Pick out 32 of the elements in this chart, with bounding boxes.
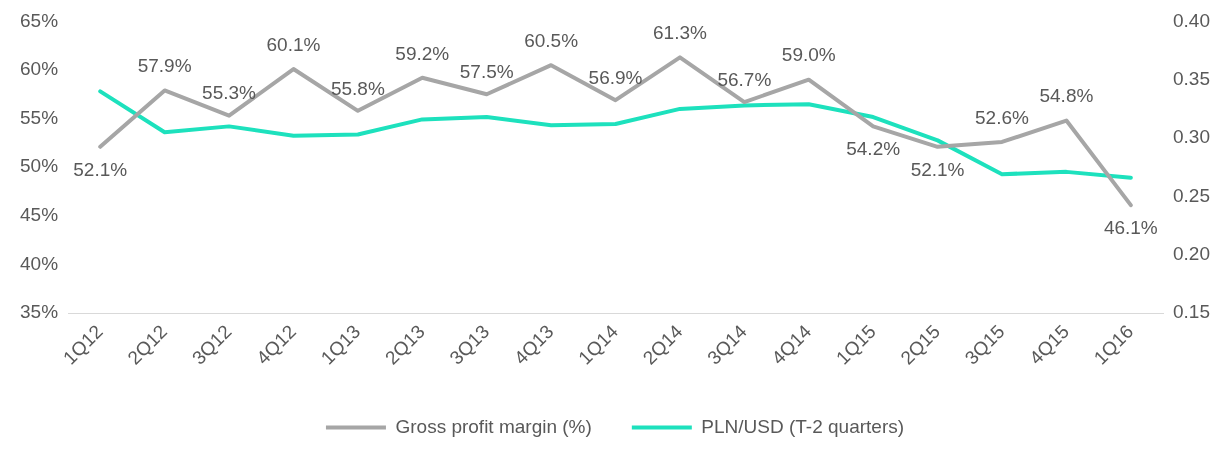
y-tick-label: 45%: [20, 204, 59, 226]
y-tick-label: 50%: [20, 155, 59, 177]
data-label: 52.1%: [910, 158, 965, 180]
data-label: 57.5%: [459, 61, 514, 83]
data-label: 59.2%: [395, 42, 450, 64]
data-label: 60.1%: [266, 33, 321, 55]
data-label: 54.2%: [846, 138, 901, 160]
legend-label: PLN/USD (T-2 quarters): [701, 415, 905, 437]
y-tick-label: 65%: [20, 9, 59, 31]
data-label: 56.9%: [588, 66, 643, 88]
data-label: 59.0%: [781, 44, 836, 66]
data-label: 60.5%: [524, 29, 579, 51]
data-label: 61.3%: [653, 22, 707, 44]
y-tick-label: 55%: [20, 106, 59, 128]
y2-tick-label: 0.40: [1173, 9, 1210, 31]
y2-tick-label: 0.20: [1173, 242, 1210, 264]
data-label: 52.6%: [975, 106, 1030, 128]
data-label: 46.1%: [1103, 216, 1158, 238]
data-label: 52.1%: [73, 158, 128, 180]
legend-label: Gross profit margin (%): [395, 415, 592, 437]
y-tick-label: 60%: [20, 58, 59, 80]
y2-tick-label: 0.35: [1173, 67, 1210, 89]
y-tick-label: 35%: [20, 301, 59, 323]
y-tick-label: 40%: [20, 252, 59, 274]
data-label: 57.9%: [137, 55, 192, 77]
y2-tick-label: 0.15: [1173, 301, 1210, 323]
data-label: 55.3%: [202, 82, 257, 104]
data-label: 55.8%: [330, 77, 385, 99]
data-label: 54.8%: [1039, 85, 1094, 107]
y2-tick-label: 0.25: [1173, 184, 1210, 206]
data-label: 56.7%: [717, 68, 772, 90]
y2-tick-label: 0.30: [1173, 126, 1210, 148]
